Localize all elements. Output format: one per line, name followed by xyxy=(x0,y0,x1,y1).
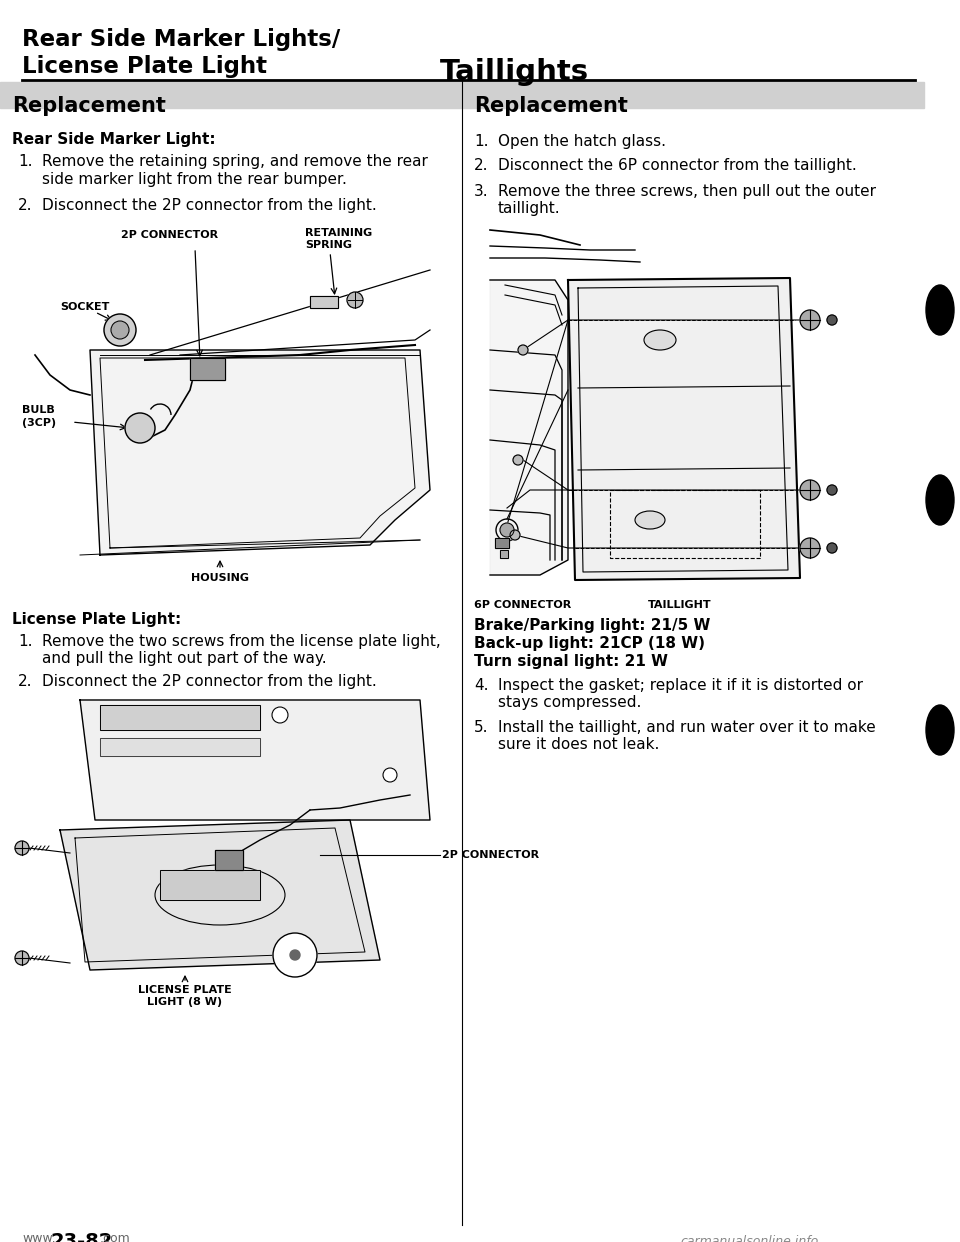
Polygon shape xyxy=(60,820,380,970)
Circle shape xyxy=(827,543,837,553)
Text: side marker light from the rear bumper.: side marker light from the rear bumper. xyxy=(42,171,347,188)
Text: (3CP): (3CP) xyxy=(22,419,56,428)
Polygon shape xyxy=(568,278,800,580)
Ellipse shape xyxy=(926,284,954,335)
Bar xyxy=(215,850,243,869)
Bar xyxy=(310,296,338,308)
Text: 1.: 1. xyxy=(474,134,489,149)
Text: TAILLIGHT: TAILLIGHT xyxy=(648,600,711,610)
Text: sure it does not leak.: sure it does not leak. xyxy=(498,737,660,751)
Circle shape xyxy=(827,315,837,325)
Bar xyxy=(0,82,462,108)
Circle shape xyxy=(827,484,837,496)
Text: Turn signal light: 21 W: Turn signal light: 21 W xyxy=(474,655,668,669)
Ellipse shape xyxy=(926,474,954,525)
Text: Remove the two screws from the license plate light,: Remove the two screws from the license p… xyxy=(42,633,441,650)
Text: Open the hatch glass.: Open the hatch glass. xyxy=(498,134,666,149)
Text: Install the taillight, and run water over it to make: Install the taillight, and run water ove… xyxy=(498,720,876,735)
Text: www.: www. xyxy=(22,1232,56,1242)
Bar xyxy=(500,550,508,558)
Text: SOCKET: SOCKET xyxy=(60,302,109,312)
Ellipse shape xyxy=(926,705,954,755)
Circle shape xyxy=(510,530,520,540)
Polygon shape xyxy=(80,700,430,820)
Polygon shape xyxy=(490,279,568,575)
Circle shape xyxy=(513,455,523,465)
Text: Remove the retaining spring, and remove the rear: Remove the retaining spring, and remove … xyxy=(42,154,428,169)
Text: 2P CONNECTOR: 2P CONNECTOR xyxy=(121,230,219,240)
Text: Replacement: Replacement xyxy=(474,96,628,116)
Text: HOUSING: HOUSING xyxy=(191,573,249,582)
Text: taillight.: taillight. xyxy=(498,201,561,216)
Text: Disconnect the 2P connector from the light.: Disconnect the 2P connector from the lig… xyxy=(42,197,376,212)
Bar xyxy=(100,738,260,756)
Circle shape xyxy=(290,950,300,960)
Circle shape xyxy=(273,933,317,977)
Text: Rear Side Marker Light:: Rear Side Marker Light: xyxy=(12,132,216,147)
Circle shape xyxy=(800,479,820,501)
Text: 5.: 5. xyxy=(474,720,489,735)
Text: Replacement: Replacement xyxy=(12,96,166,116)
Circle shape xyxy=(125,414,155,443)
Circle shape xyxy=(800,310,820,330)
Bar xyxy=(160,869,260,900)
Bar xyxy=(495,538,509,548)
Text: 2.: 2. xyxy=(474,158,489,173)
Text: .com: .com xyxy=(100,1232,131,1242)
Polygon shape xyxy=(90,350,430,555)
Circle shape xyxy=(383,768,397,782)
Text: 2.: 2. xyxy=(18,197,33,212)
Bar xyxy=(100,705,260,730)
Text: Inspect the gasket; replace it if it is distorted or: Inspect the gasket; replace it if it is … xyxy=(498,678,863,693)
Text: 2.: 2. xyxy=(18,674,33,689)
Text: carmanualsonline.info: carmanualsonline.info xyxy=(680,1235,818,1242)
Text: 23-82: 23-82 xyxy=(50,1232,112,1242)
Text: Remove the three screws, then pull out the outer: Remove the three screws, then pull out t… xyxy=(498,184,876,199)
Bar xyxy=(160,869,260,900)
Text: Back-up light: 21CP (18 W): Back-up light: 21CP (18 W) xyxy=(474,636,705,651)
Text: Disconnect the 2P connector from the light.: Disconnect the 2P connector from the lig… xyxy=(42,674,376,689)
Circle shape xyxy=(15,841,29,854)
Ellipse shape xyxy=(635,510,665,529)
Circle shape xyxy=(800,538,820,558)
Text: 1.: 1. xyxy=(18,633,33,650)
Bar xyxy=(310,296,338,308)
Text: 3.: 3. xyxy=(474,184,489,199)
Bar xyxy=(190,358,225,380)
Text: 6P CONNECTOR: 6P CONNECTOR xyxy=(474,600,571,610)
Text: License Plate Light: License Plate Light xyxy=(22,55,267,78)
Circle shape xyxy=(518,345,528,355)
Text: LIGHT (8 W): LIGHT (8 W) xyxy=(148,997,223,1007)
Text: 1.: 1. xyxy=(18,154,33,169)
Text: License Plate Light:: License Plate Light: xyxy=(12,612,181,627)
Circle shape xyxy=(272,707,288,723)
Bar xyxy=(500,550,508,558)
Circle shape xyxy=(15,951,29,965)
Circle shape xyxy=(111,320,129,339)
Text: 2P CONNECTOR: 2P CONNECTOR xyxy=(442,850,540,859)
Text: 4.: 4. xyxy=(474,678,489,693)
Ellipse shape xyxy=(644,330,676,350)
Text: SPRING: SPRING xyxy=(305,240,352,250)
Circle shape xyxy=(347,292,363,308)
Bar xyxy=(215,850,243,869)
Bar xyxy=(462,82,924,108)
Bar xyxy=(190,358,225,380)
Text: Taillights: Taillights xyxy=(440,58,589,86)
Text: Rear Side Marker Lights/: Rear Side Marker Lights/ xyxy=(22,29,340,51)
Text: RETAINING: RETAINING xyxy=(305,229,372,238)
Bar xyxy=(100,705,260,730)
Bar xyxy=(495,538,509,548)
Text: Brake/Parking light: 21/5 W: Brake/Parking light: 21/5 W xyxy=(474,619,710,633)
Text: Disconnect the 6P connector from the taillight.: Disconnect the 6P connector from the tai… xyxy=(498,158,856,173)
Bar xyxy=(100,738,260,756)
Circle shape xyxy=(104,314,136,347)
Text: stays compressed.: stays compressed. xyxy=(498,696,641,710)
Text: and pull the light out part of the way.: and pull the light out part of the way. xyxy=(42,651,326,666)
Circle shape xyxy=(500,523,514,537)
Text: LICENSE PLATE: LICENSE PLATE xyxy=(138,985,232,995)
Text: BULB: BULB xyxy=(22,405,55,415)
